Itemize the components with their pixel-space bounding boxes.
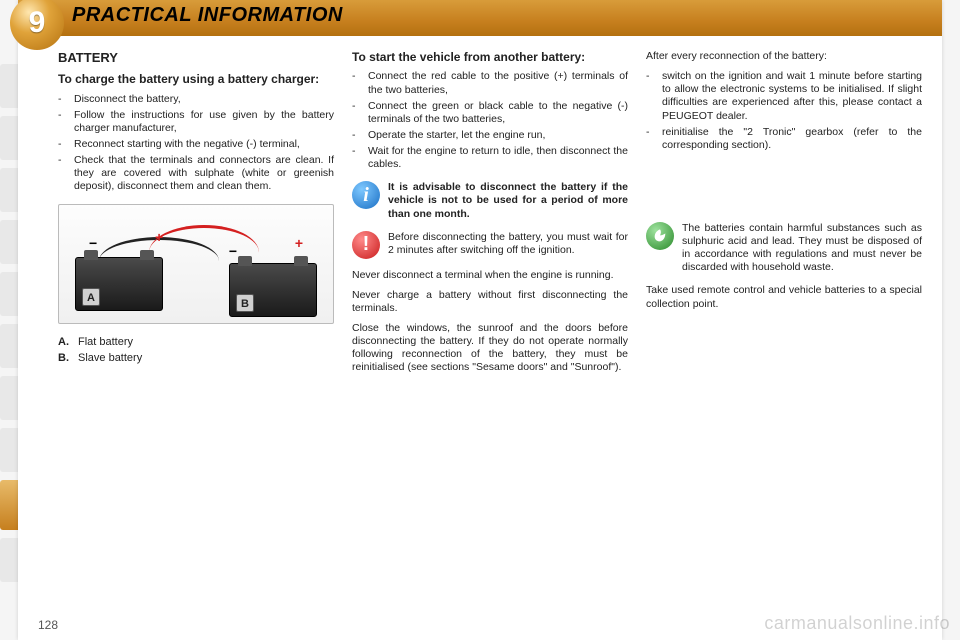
header-title: PRACTICAL INFORMATION [72,4,343,27]
plus-icon: + [295,235,303,253]
heading-start: To start the vehicle from another batter… [352,50,628,64]
battery-figure: − + − + A B [58,204,334,324]
terminal-positive [140,250,154,260]
heading-battery: BATTERY [58,50,334,66]
figure-legend: A.Flat battery B.Slave battery [58,334,334,367]
paragraph: After every reconnection of the battery: [646,50,922,63]
side-tab [0,538,18,582]
battery-label-b: B [236,294,254,312]
list-item: Wait for the engine to return to idle, t… [352,145,628,171]
info-callout: It is advisable to disconnect the batter… [352,181,628,220]
content-area: BATTERY To charge the battery using a ba… [18,36,942,392]
column-3: After every reconnection of the battery:… [646,50,922,382]
side-tab [0,116,18,160]
terminal-negative [84,250,98,260]
eco-icon [646,222,674,250]
legend-key: B. [58,350,78,367]
paragraph: Take used remote control and vehicle bat… [646,284,922,310]
leaf-icon [652,228,668,244]
side-tab [0,220,18,264]
list-item: Reconnect starting with the negative (-)… [58,138,334,151]
list-item: reinitialise the "2 Tronic" gearbox (ref… [646,126,922,152]
battery-b: B [229,263,317,317]
side-tab [0,64,18,108]
plus-icon: + [155,229,163,247]
manual-page: 9 PRACTICAL INFORMATION BATTERY To charg… [18,0,942,640]
reconnect-steps-list: switch on the ignition and wait 1 minute… [646,70,922,152]
legend-value: Slave battery [78,352,142,364]
start-steps-list: Connect the red cable to the positive (+… [352,70,628,171]
warning-callout: Before disconnecting the battery, you mu… [352,231,628,259]
paragraph: Close the windows, the sunroof and the d… [352,322,628,375]
watermark: carmanualsonline.info [764,613,950,634]
warning-icon [352,231,380,259]
list-item: switch on the ignition and wait 1 minute… [646,70,922,123]
paragraph: Never disconnect a terminal when the eng… [352,269,628,282]
legend-key: A. [58,334,78,351]
eco-text: The batteries contain harmful substances… [682,222,922,275]
legend-value: Flat battery [78,336,133,348]
side-tab [0,272,18,316]
page-number: 128 [38,618,58,632]
side-tab [0,324,18,368]
battery-a: A [75,257,163,311]
terminal-positive [294,256,308,266]
minus-icon: − [229,243,237,261]
list-item: Connect the red cable to the positive (+… [352,70,628,96]
info-text: It is advisable to disconnect the batter… [388,181,628,220]
paragraph: Never charge a battery without first dis… [352,289,628,315]
column-2: To start the vehicle from another batter… [352,50,628,382]
list-item: Check that the terminals and connectors … [58,154,334,193]
side-tab-active [0,480,18,530]
charge-steps-list: Disconnect the battery, Follow the instr… [58,93,334,194]
heading-charge: To charge the battery using a battery ch… [58,72,334,86]
cable-red [149,225,259,255]
header-bar: 9 PRACTICAL INFORMATION [18,0,942,36]
side-tab [0,428,18,472]
column-1: BATTERY To charge the battery using a ba… [58,50,334,382]
eco-callout: The batteries contain harmful substances… [646,222,922,275]
side-tabs [0,64,18,590]
list-item: Follow the instructions for use given by… [58,109,334,135]
list-item: Operate the starter, let the engine run, [352,129,628,142]
terminal-negative [238,256,252,266]
info-icon [352,181,380,209]
list-item: Connect the green or black cable to the … [352,100,628,126]
warning-text: Before disconnecting the battery, you mu… [388,231,628,259]
list-item: Disconnect the battery, [58,93,334,106]
side-tab [0,376,18,420]
side-tab [0,168,18,212]
battery-label-a: A [82,288,100,306]
